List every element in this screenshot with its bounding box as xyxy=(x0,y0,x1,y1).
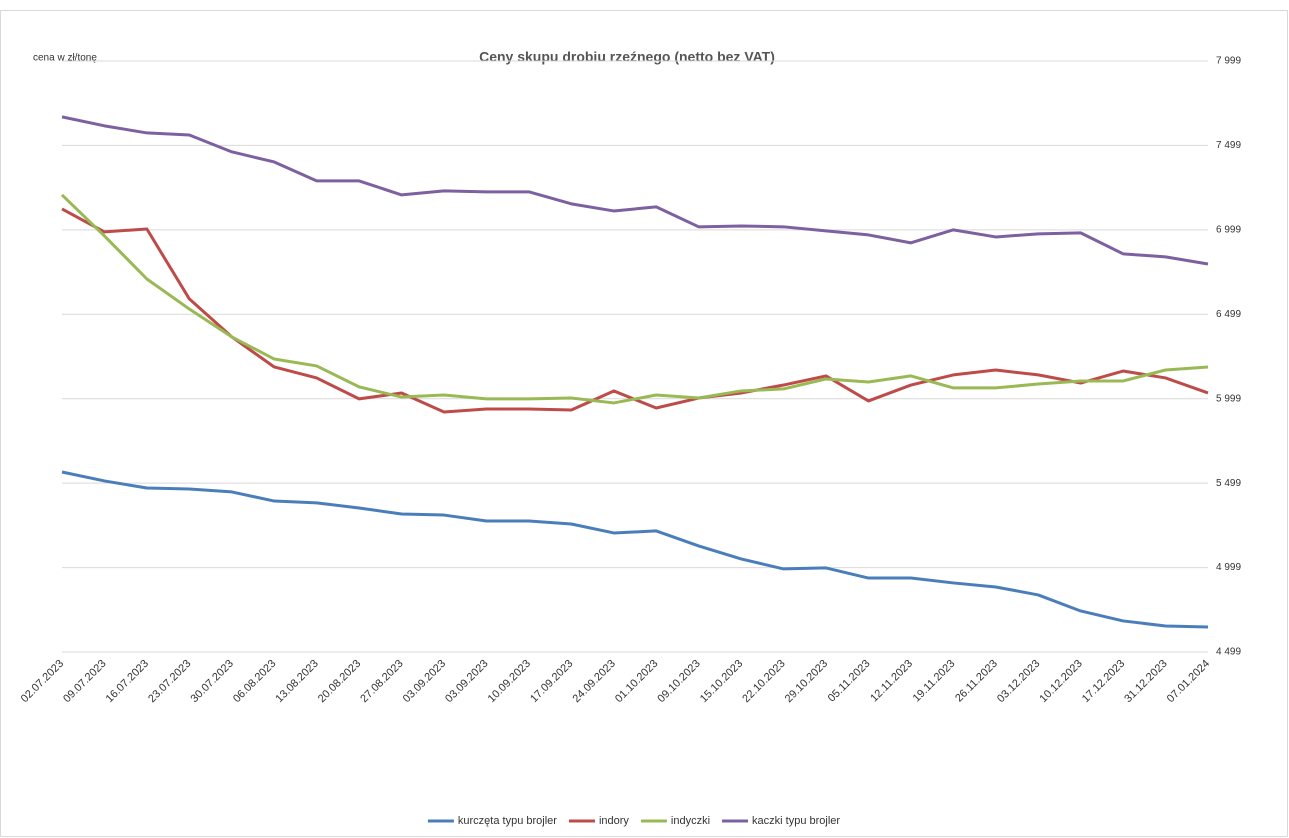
y-tick-label: 7 999 xyxy=(1216,56,1241,67)
x-tick-label: 03.09.2023 xyxy=(443,658,490,705)
x-tick-label: 01.10.2023 xyxy=(613,658,660,705)
x-tick-label: 16.07.2023 xyxy=(104,658,151,705)
y-axis-label: cena w zł/tonę xyxy=(33,53,97,64)
x-tick-label: 19.11.2023 xyxy=(911,658,958,705)
y-tick-label: 6 999 xyxy=(1216,224,1241,235)
y-tick-label: 6 499 xyxy=(1216,309,1241,320)
x-tick-label: 03.09.2023 xyxy=(401,658,448,705)
x-tick-label: 06.08.2023 xyxy=(231,658,278,705)
x-tick-label: 26.11.2023 xyxy=(953,658,1000,705)
x-tick-label: 07.01.2024 xyxy=(1165,658,1212,705)
legend-label: indyczki xyxy=(671,815,710,827)
x-tick-label: 23.07.2023 xyxy=(146,658,193,705)
line-series xyxy=(61,115,1209,266)
x-tick-label: 24.09.2023 xyxy=(571,658,618,705)
x-tick-label: 13.08.2023 xyxy=(273,658,320,705)
y-tick-label: 4 999 xyxy=(1216,562,1241,573)
x-tick-label: 15.10.2023 xyxy=(698,658,745,705)
x-tick-label: 30.07.2023 xyxy=(189,658,236,705)
chart-title: Ceny skupu drobiu rzeźnego (netto bez VA… xyxy=(479,49,775,65)
legend-label: kurczęta typu brojler xyxy=(458,815,557,827)
x-tick-label: 29.10.2023 xyxy=(783,658,830,705)
y-tick-label: 5 499 xyxy=(1216,478,1241,489)
x-tick-label: 02.07.2023 xyxy=(19,658,66,705)
chart-border xyxy=(0,10,1288,837)
x-tick-label: 03.12.2023 xyxy=(995,658,1042,705)
x-tick-label: 10.12.2023 xyxy=(1037,658,1084,705)
line-series xyxy=(60,193,1209,405)
line-series xyxy=(61,207,1209,414)
x-tick-label: 09.10.2023 xyxy=(655,658,702,705)
line-series xyxy=(61,470,1209,629)
y-tick-label: 7 499 xyxy=(1216,140,1241,151)
x-tick-label: 17.09.2023 xyxy=(528,658,575,705)
x-tick-label: 09.07.2023 xyxy=(61,658,108,705)
x-tick-label: 12.11.2023 xyxy=(868,658,915,705)
x-tick-label: 22.10.2023 xyxy=(740,658,787,705)
legend-label: indory xyxy=(599,815,629,827)
y-tick-label: 5 999 xyxy=(1216,393,1241,404)
x-tick-label: 31.12.2023 xyxy=(1122,658,1169,705)
x-tick-label: 17.12.2023 xyxy=(1080,658,1127,705)
y-tick-label: 4 499 xyxy=(1216,647,1241,658)
x-tick-label: 05.11.2023 xyxy=(826,658,873,705)
x-tick-label: 20.08.2023 xyxy=(316,658,363,705)
legend-label: kaczki typu brojler xyxy=(752,815,840,827)
x-tick-label: 10.09.2023 xyxy=(486,658,533,705)
x-tick-label: 27.08.2023 xyxy=(358,658,405,705)
